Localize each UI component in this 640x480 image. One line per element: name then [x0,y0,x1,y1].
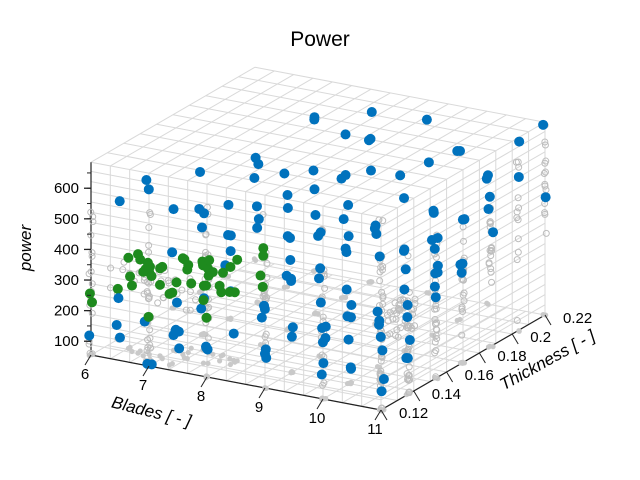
svg-text:9: 9 [255,399,263,416]
svg-text:0.16: 0.16 [465,367,494,384]
svg-text:0.14: 0.14 [432,386,461,403]
svg-text:0.12: 0.12 [399,405,428,422]
svg-text:10: 10 [309,410,326,427]
svg-text:500: 500 [54,211,79,228]
svg-text:300: 300 [54,272,79,289]
svg-text:600: 600 [54,180,79,197]
svg-text:200: 200 [54,303,79,320]
svg-text:100: 100 [54,333,79,350]
svg-text:400: 400 [54,241,79,258]
svg-text:0.22: 0.22 [563,310,592,327]
svg-text:0.2: 0.2 [530,329,551,346]
svg-text:power: power [16,224,35,273]
svg-text:Blades [ - ]: Blades [ - ] [110,393,195,431]
svg-text:6: 6 [81,366,89,383]
svg-text:11: 11 [367,421,383,438]
svg-text:7: 7 [139,377,147,394]
svg-text:8: 8 [197,388,205,405]
